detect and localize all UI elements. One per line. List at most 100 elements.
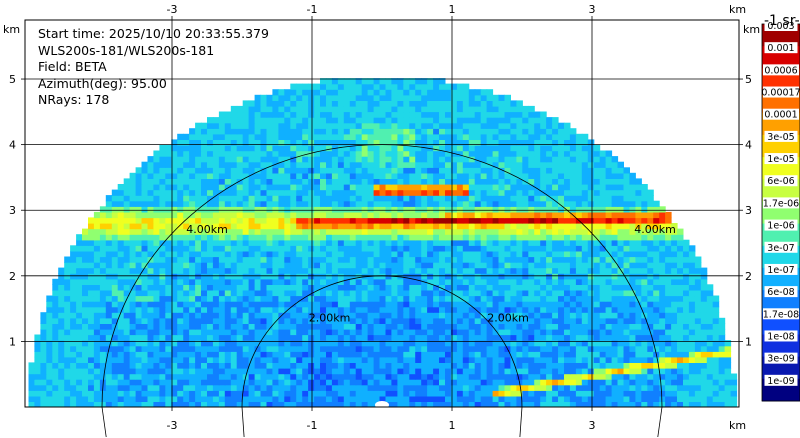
heatmap-cell	[129, 390, 137, 397]
heatmap-cell	[540, 384, 547, 391]
heatmap-cell	[599, 228, 607, 235]
heatmap-cell	[575, 390, 583, 397]
heatmap-cell	[677, 289, 684, 297]
heatmap-cell	[629, 195, 636, 202]
heatmap-cell	[456, 328, 464, 336]
heatmap-cell	[665, 340, 672, 347]
heatmap-cell	[427, 301, 434, 308]
heatmap-cell	[260, 234, 267, 241]
heatmap-cell	[593, 368, 601, 375]
heatmap-cell	[260, 189, 267, 196]
heatmap-cell	[326, 245, 333, 252]
heatmap-cell	[450, 328, 458, 336]
heatmap-cell	[540, 211, 547, 219]
heatmap-cell	[355, 217, 363, 224]
heatmap-cell	[296, 200, 303, 207]
heatmap-cell	[480, 379, 488, 386]
heatmap-cell	[391, 278, 398, 285]
heatmap-cell	[290, 301, 297, 308]
heatmap-cell	[569, 234, 577, 241]
heatmap-cell	[498, 334, 505, 341]
heatmap-cell	[593, 379, 601, 386]
heatmap-cell	[361, 356, 369, 363]
heatmap-cell	[617, 328, 624, 336]
heatmap-cell	[296, 289, 303, 297]
heatmap-cell	[159, 284, 166, 291]
heatmap-cell	[439, 195, 446, 202]
heatmap-cell	[290, 273, 297, 280]
heatmap-cell	[665, 345, 672, 352]
heatmap-cell	[254, 256, 262, 263]
heatmap-cell	[58, 267, 65, 274]
heatmap-cell	[403, 239, 410, 246]
heatmap-cell	[195, 184, 202, 191]
heatmap-cell	[694, 284, 702, 291]
heatmap-cell	[445, 195, 452, 202]
heatmap-cell	[76, 250, 83, 258]
heatmap-cell	[177, 345, 184, 352]
heatmap-cell	[546, 328, 553, 336]
heatmap-cell	[355, 184, 363, 191]
heatmap-cell	[224, 301, 232, 308]
heatmap-cell	[266, 245, 273, 252]
heatmap-cell	[480, 362, 488, 369]
heatmap-cell	[540, 184, 547, 191]
heatmap-cell	[201, 273, 208, 280]
heatmap-cell	[135, 217, 143, 224]
heatmap-cell	[629, 401, 636, 407]
heatmap-cell	[284, 245, 291, 252]
heatmap-cell	[207, 178, 214, 185]
heatmap-cell	[361, 362, 369, 369]
heatmap-cell	[474, 328, 482, 336]
heatmap-cell	[326, 345, 333, 352]
heatmap-cell	[552, 328, 559, 336]
heatmap-cell	[165, 273, 172, 280]
heatmap-cell	[486, 195, 494, 202]
heatmap-cell	[88, 356, 95, 363]
heatmap-cell	[284, 401, 291, 407]
heatmap-cell	[445, 306, 452, 313]
heatmap-cell	[93, 245, 101, 252]
heatmap-cell	[284, 323, 291, 330]
heatmap-cell	[623, 317, 630, 324]
heatmap-cell	[314, 379, 321, 386]
heatmap-cell	[534, 273, 541, 280]
heatmap-cell	[70, 323, 77, 330]
heatmap-cell	[171, 356, 178, 363]
heatmap-cell	[552, 334, 559, 341]
heatmap-cell	[254, 384, 262, 391]
heatmap-cell	[724, 345, 732, 352]
heatmap-cell	[111, 211, 119, 219]
heatmap-cell	[379, 317, 386, 324]
heatmap-cell	[212, 195, 220, 202]
heatmap-cell	[462, 317, 470, 324]
heatmap-cell	[462, 178, 470, 185]
heatmap-cell	[93, 284, 101, 291]
heatmap-cell	[516, 223, 523, 230]
heatmap-cell	[171, 228, 178, 235]
heatmap-cell	[177, 156, 184, 163]
heatmap-cell	[671, 278, 678, 285]
heatmap-cell	[450, 156, 458, 163]
heatmap-cell	[528, 234, 535, 241]
heatmap-cell	[587, 312, 595, 319]
heatmap-cell	[349, 328, 357, 336]
heatmap-cell	[492, 379, 500, 386]
heatmap-cell	[278, 139, 285, 146]
heatmap-cell	[284, 178, 291, 185]
heatmap-cell	[724, 362, 732, 369]
heatmap-cell	[308, 156, 315, 163]
heatmap-cell	[581, 317, 589, 324]
heatmap-cell	[445, 156, 452, 163]
heatmap-cell	[171, 401, 178, 407]
heatmap-cell	[361, 267, 369, 274]
heatmap-cell	[510, 340, 517, 347]
heatmap-cell	[510, 368, 517, 375]
heatmap-cell	[611, 156, 619, 163]
heatmap-cell	[224, 161, 232, 168]
heatmap-cell	[153, 228, 160, 235]
heatmap-cell	[528, 401, 535, 407]
heatmap-cell	[343, 267, 351, 274]
heatmap-cell	[254, 184, 262, 191]
heatmap-cell	[510, 184, 517, 191]
